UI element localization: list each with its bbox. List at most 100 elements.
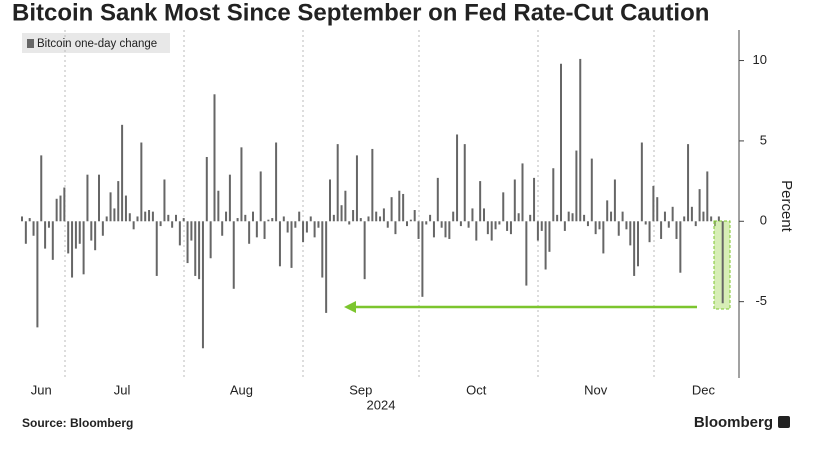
bar (228, 174, 231, 222)
bar (706, 171, 709, 222)
bar (710, 216, 713, 222)
bar (317, 221, 320, 228)
bar (121, 124, 124, 222)
bar (521, 163, 524, 222)
bar (163, 179, 166, 222)
x-tick-label: Jul (114, 382, 131, 397)
bar (498, 221, 501, 225)
bar (379, 216, 382, 222)
bar (155, 221, 158, 276)
bar (74, 221, 77, 249)
bar (209, 221, 212, 259)
bar (190, 221, 193, 241)
bar (687, 144, 690, 222)
bar (394, 221, 397, 235)
bar (124, 195, 127, 222)
year-label: 2024 (367, 397, 396, 412)
bar (248, 221, 251, 244)
bar (544, 221, 547, 270)
bar (198, 221, 201, 280)
bar (263, 221, 266, 239)
source: Source: Bloomberg (22, 416, 133, 430)
bar (109, 192, 112, 222)
bar (128, 213, 131, 222)
bar (313, 221, 316, 238)
bar (352, 210, 355, 222)
bar (479, 181, 482, 222)
arrow-head (344, 301, 356, 313)
bar (282, 216, 285, 222)
bar (590, 158, 593, 222)
bar (355, 155, 358, 222)
bar (548, 221, 551, 252)
bar (436, 177, 439, 222)
bar (475, 221, 478, 241)
bar (186, 221, 189, 264)
bar (694, 221, 697, 227)
bar (483, 208, 485, 222)
bar (513, 179, 516, 222)
bar (275, 142, 278, 222)
x-tick-label: Nov (584, 382, 608, 397)
bar (40, 155, 43, 222)
bar (325, 221, 328, 313)
bar (490, 221, 493, 241)
bar (413, 210, 416, 222)
bar (717, 216, 720, 222)
bar (421, 221, 424, 297)
bar (652, 185, 655, 222)
bar (371, 148, 374, 222)
bar (432, 221, 435, 238)
bar (136, 216, 139, 222)
bar (667, 221, 670, 228)
bar (556, 214, 559, 222)
x-tick-label: Sep (349, 382, 372, 397)
bar (533, 177, 536, 222)
x-tick-label: Aug (230, 382, 253, 397)
bar (101, 221, 104, 236)
y-tick-label: -5 (755, 293, 767, 308)
bar (575, 150, 578, 222)
bar (721, 221, 724, 304)
bar (610, 211, 613, 222)
bar (36, 221, 39, 328)
bar (375, 211, 378, 222)
bar (633, 221, 636, 276)
bar (94, 221, 97, 251)
bar (409, 219, 412, 222)
bar (456, 134, 459, 222)
bar (679, 221, 682, 273)
x-tick-label: Jun (31, 382, 52, 397)
bar (459, 221, 462, 227)
bar (302, 221, 305, 243)
bar (656, 197, 659, 222)
bar (117, 181, 120, 222)
bar (552, 168, 555, 222)
bar (82, 221, 85, 275)
bar (663, 211, 666, 222)
bar (332, 214, 335, 222)
bar (329, 179, 331, 222)
bar (44, 221, 47, 249)
bar (221, 221, 224, 236)
bar (348, 221, 351, 225)
bar (305, 221, 308, 233)
bar (217, 190, 220, 222)
chart-title: Bitcoin Sank Most Since September on Fed… (12, 0, 709, 26)
bar (148, 210, 151, 222)
bar (382, 208, 385, 222)
y-axis-label: Percent (778, 180, 795, 233)
bar (560, 63, 562, 222)
bar (175, 214, 177, 222)
bar (255, 221, 258, 238)
bar (525, 221, 528, 286)
bar (594, 221, 597, 235)
bar (286, 221, 289, 233)
y-tick-label: 10 (753, 52, 767, 67)
bar (344, 190, 347, 222)
bar (271, 218, 274, 222)
bar (637, 221, 639, 267)
bar (359, 218, 362, 222)
bar (536, 221, 539, 241)
